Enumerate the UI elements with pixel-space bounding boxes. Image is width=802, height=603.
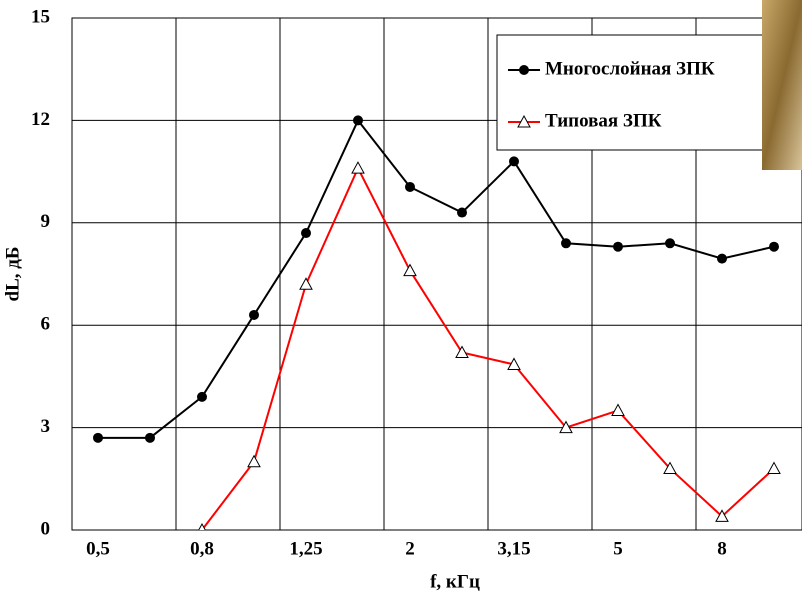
point <box>717 253 727 264</box>
series-line <box>98 118 775 439</box>
point <box>457 207 467 218</box>
y-tick-label: 9 <box>41 211 51 232</box>
point <box>767 461 781 475</box>
y-tick-label: 6 <box>41 314 51 335</box>
point <box>301 228 311 239</box>
point <box>93 432 103 443</box>
photo <box>762 0 802 170</box>
point <box>144 553 156 564</box>
point <box>663 461 677 475</box>
point <box>509 156 519 167</box>
point <box>197 391 207 402</box>
plot-frame <box>71 17 802 531</box>
y-tick-label: 12 <box>31 109 50 130</box>
y-tick-label: 0 <box>41 518 51 539</box>
legend-marker <box>519 65 529 75</box>
y-tick-label: 3 <box>41 416 51 437</box>
point <box>299 277 313 290</box>
x-tick-label: 1,25 <box>289 538 322 559</box>
point <box>249 309 259 320</box>
y-tick-label: 15 <box>31 6 50 27</box>
x-tick-label: 5 <box>613 538 623 559</box>
x-tick-label: 8 <box>717 538 727 559</box>
x-tick-label: 3,15 <box>497 538 530 559</box>
point <box>611 403 625 417</box>
x-tick-label: 2 <box>405 538 415 559</box>
x-tick-label: 0,5 <box>86 538 110 559</box>
legend-label: Многослойная ЗПК <box>545 58 715 79</box>
point <box>507 357 521 370</box>
y-axis-label: dL, дБ <box>2 247 23 302</box>
point <box>613 241 623 252</box>
point <box>351 161 365 174</box>
point <box>247 454 261 468</box>
point <box>455 345 469 359</box>
point <box>559 420 573 434</box>
x-axis-label: f, кГц <box>430 571 480 592</box>
point <box>665 238 675 249</box>
point <box>561 238 571 249</box>
legend-label: Типовая ЗПК <box>545 110 662 131</box>
series-line <box>199 165 775 530</box>
legend-box <box>496 34 802 151</box>
point <box>403 263 417 277</box>
point <box>353 115 363 126</box>
point <box>715 509 729 522</box>
point <box>198 522 206 530</box>
x-tick-label: 0,8 <box>190 538 214 559</box>
point <box>405 181 415 192</box>
legend-marker <box>517 114 531 128</box>
point <box>145 432 155 443</box>
point <box>769 241 779 252</box>
